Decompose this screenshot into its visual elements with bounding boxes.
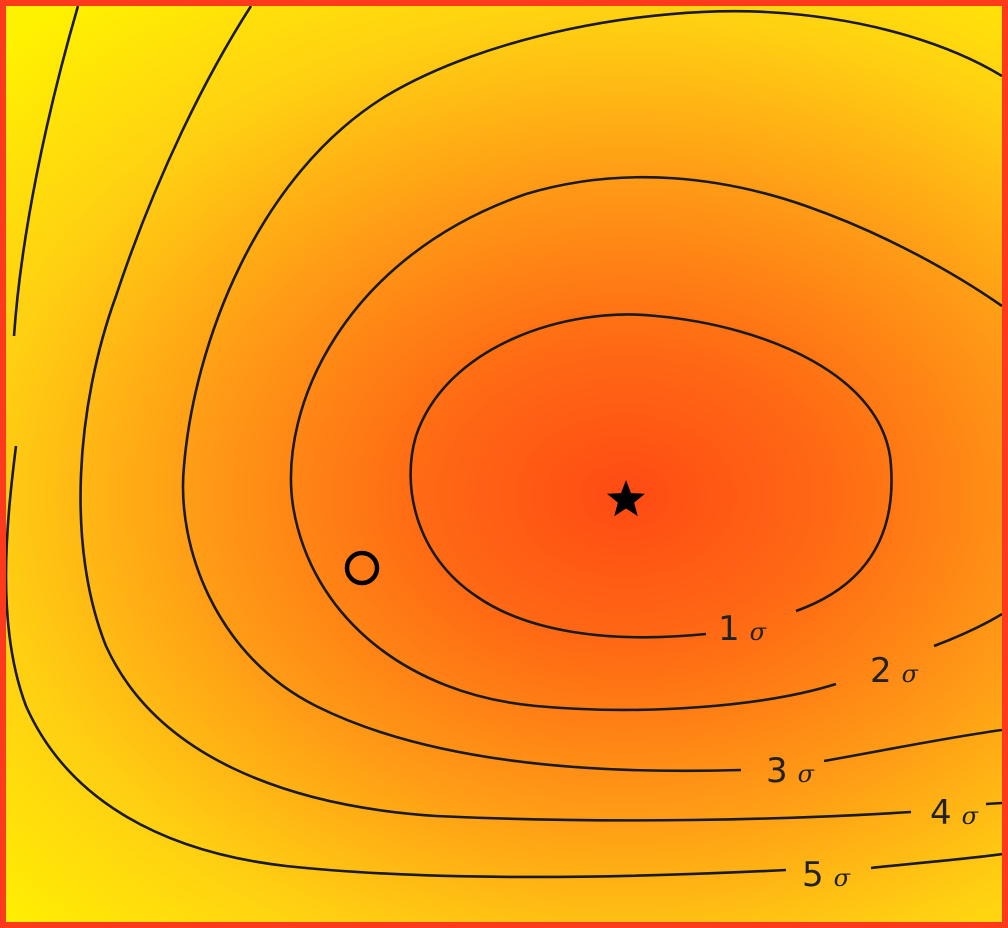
- contour-5-sigma-left: [12, 6, 80, 337]
- contour-3-sigma-right: [823, 728, 1002, 763]
- likelihood-heatmap: [6, 6, 1002, 922]
- star-marker: [607, 480, 645, 517]
- contour-3-sigma: [181, 9, 1002, 773]
- contour-1-sigma: [409, 313, 893, 639]
- contour-2-sigma: [289, 175, 1002, 712]
- circle-marker: [344, 550, 380, 586]
- contour-2-sigma-right: [933, 612, 1002, 648]
- contour-4-sigma: [79, 6, 912, 822]
- contour-5-sigma-right: [870, 852, 1002, 870]
- contour-5-sigma: [6, 445, 787, 879]
- contour-4-sigma-right: [985, 801, 1002, 806]
